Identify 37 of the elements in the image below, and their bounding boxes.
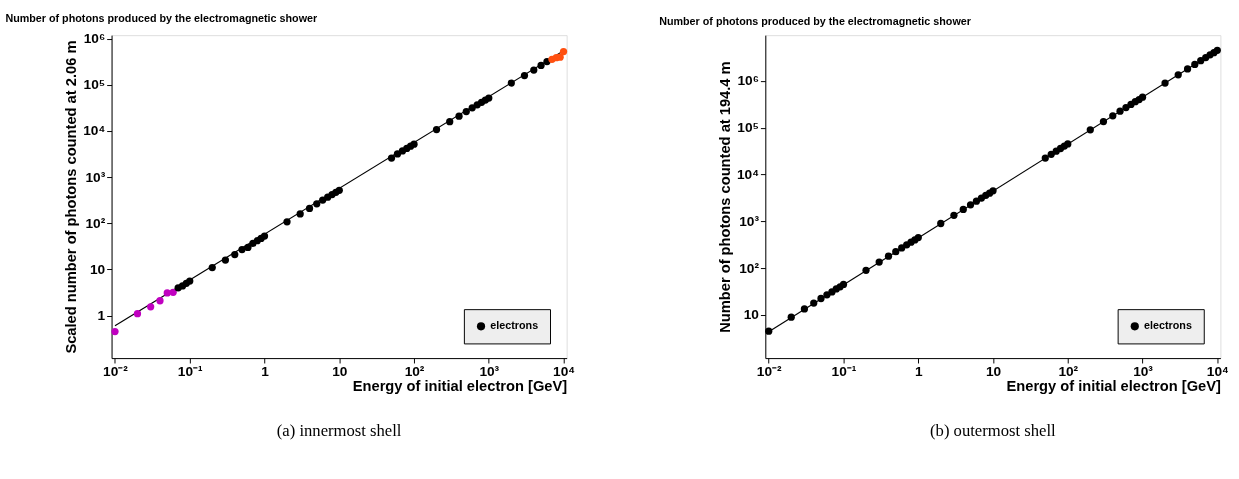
x-tick-label: 10⁻¹ (831, 364, 857, 380)
x-tick-label: 10 (332, 364, 348, 380)
x-tick-label: 10⁴ (553, 364, 576, 380)
chart-title: Number of photons produced by the electromagnetic shower (659, 15, 972, 28)
y-tick-label: 10 (89, 261, 106, 277)
y-axis-title: Number of photons counted at 194.4 m (717, 61, 734, 333)
y-tick-label: 10⁶ (737, 73, 759, 89)
y-tick-label: 10² (739, 260, 760, 276)
x-tick-label: 10³ (479, 364, 500, 380)
x-tick-label: 10 (985, 364, 1002, 380)
y-tick-label: 10⁴ (736, 166, 759, 182)
legend-label: electrons (1144, 319, 1192, 332)
y-tick-label: 10 (743, 307, 760, 323)
y-tick-label: 10⁴ (83, 123, 106, 139)
x-tick-label: 10² (1058, 364, 1079, 380)
y-tick-label: 10³ (85, 169, 106, 185)
legend-label: electrons (490, 319, 539, 332)
y-tick-label: 10⁵ (737, 120, 759, 136)
y-tick-label: 1 (97, 308, 106, 324)
x-axis-title: Energy of initial electron [GeV] (1006, 377, 1221, 394)
text: (a) innermost shell (276, 421, 402, 441)
x-tick-label: 1 (914, 364, 923, 380)
x-tick-label: 10⁻² (756, 364, 783, 380)
x-tick-label: 10² (404, 364, 425, 380)
x-axis-title: Energy of initial electron [GeV] (352, 377, 568, 394)
x-tick-label: 10⁻² (103, 364, 129, 380)
x-tick-label: 1 (261, 364, 270, 380)
x-tick-label: 10³ (1133, 364, 1154, 380)
text: (b) outermost shell (930, 421, 1057, 441)
chart-title: Number of photons produced by the electromagnetic shower (5, 12, 318, 25)
x-tick-label: 10⁴ (1206, 364, 1229, 380)
x-tick-label: 10⁻¹ (177, 364, 204, 380)
y-tick-label: 10² (85, 215, 106, 231)
y-tick-label: 10³ (739, 213, 760, 229)
y-axis-title: Scaled number of photons counted at 2.06 m (63, 40, 80, 354)
y-tick-label: 10⁵ (83, 77, 106, 93)
y-tick-label: 10⁶ (83, 31, 106, 47)
